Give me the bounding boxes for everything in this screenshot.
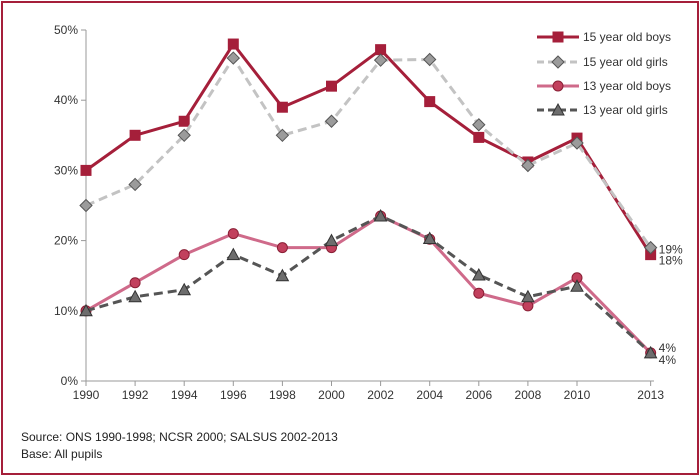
series-point-1 [226, 51, 241, 65]
x-tick-label: 2000 [318, 388, 345, 402]
x-tick-label: 1994 [171, 388, 198, 402]
series-point-2 [473, 287, 485, 299]
series-point-1 [373, 53, 388, 67]
legend-swatch-marker [552, 31, 564, 43]
x-tick-label: 1996 [220, 388, 247, 402]
x-tick-label: 2013 [637, 388, 664, 402]
series-point-3 [177, 282, 192, 296]
series-point-0 [227, 38, 239, 50]
series-point-1 [79, 198, 93, 213]
series-point-1 [275, 128, 290, 143]
x-tick-label: 1990 [73, 388, 100, 402]
series-line-0 [85, 42, 652, 256]
legend-label: 13 year old girls [583, 103, 668, 117]
y-tick-label: 20% [54, 234, 78, 248]
series-point-3 [570, 279, 584, 292]
series-point-3 [79, 303, 93, 317]
series-point-2 [276, 242, 288, 254]
series-point-1 [643, 240, 658, 255]
x-tick-label: 2010 [564, 388, 591, 402]
y-tick-label: 40% [54, 93, 78, 107]
x-tick-label: 1998 [269, 388, 296, 402]
series-point-3 [226, 247, 241, 261]
x-tick-label: 2004 [416, 388, 443, 402]
series-point-2 [178, 249, 190, 261]
x-tick-label: 2008 [515, 388, 542, 402]
series-point-1 [128, 177, 142, 192]
series-point-1 [324, 114, 339, 128]
chart-svg: 0% 10% 20% 30% 40% 50% 1990 1992 1994 1996 1998 200… [54, 23, 683, 402]
series-point-0 [424, 96, 436, 108]
end-value-label: 18% [659, 254, 683, 268]
end-value-label: 19% [659, 243, 683, 257]
series-line-2 [85, 214, 652, 354]
legend-label: 15 year old girls [583, 55, 668, 69]
series-point-2 [227, 228, 239, 240]
series-point-3 [373, 208, 388, 222]
x-tick-label: 1992 [122, 388, 149, 402]
series-point-3 [422, 231, 437, 244]
end-value-label: 4% [659, 353, 677, 367]
series-line-1 [85, 56, 652, 249]
x-tick-label: 2002 [367, 388, 394, 402]
series-line-3 [85, 214, 652, 355]
series-point-0 [276, 101, 288, 113]
series-point-3 [643, 345, 658, 359]
y-tick-label: 0% [61, 374, 79, 388]
series-point-1 [422, 52, 437, 67]
series-point-0 [326, 80, 337, 92]
series-point-3 [471, 267, 486, 281]
series-point-1 [570, 136, 584, 150]
legend-swatch-marker [552, 80, 564, 92]
legend-swatch-marker [551, 55, 565, 69]
series-point-3 [324, 233, 339, 247]
y-tick-label: 50% [54, 23, 78, 37]
legend-label: 15 year old boys [583, 30, 671, 44]
base-note: Base: All pupils [21, 447, 103, 461]
source-note: Source: ONS 1990-1998; NCSR 2000; SALSUS… [21, 430, 338, 444]
series-point-3 [128, 289, 142, 303]
series-point-0 [80, 164, 92, 176]
series-point-0 [129, 129, 141, 141]
series-point-0 [178, 115, 190, 127]
legend-label: 13 year old boys [583, 79, 671, 93]
series-point-2 [522, 300, 534, 312]
series-point-3 [521, 289, 535, 303]
legend-swatch-marker [551, 102, 565, 116]
end-value-label: 4% [659, 341, 677, 355]
series-point-2 [129, 277, 141, 289]
y-tick-label: 30% [54, 163, 78, 177]
series-point-3 [275, 268, 290, 282]
series-point-0 [473, 131, 485, 143]
series-point-1 [177, 128, 191, 143]
x-tick-label: 2006 [465, 388, 492, 402]
series-point-1 [472, 118, 486, 132]
y-tick-label: 10% [54, 304, 78, 318]
series-point-0 [375, 44, 387, 56]
series-point-1 [521, 158, 535, 173]
